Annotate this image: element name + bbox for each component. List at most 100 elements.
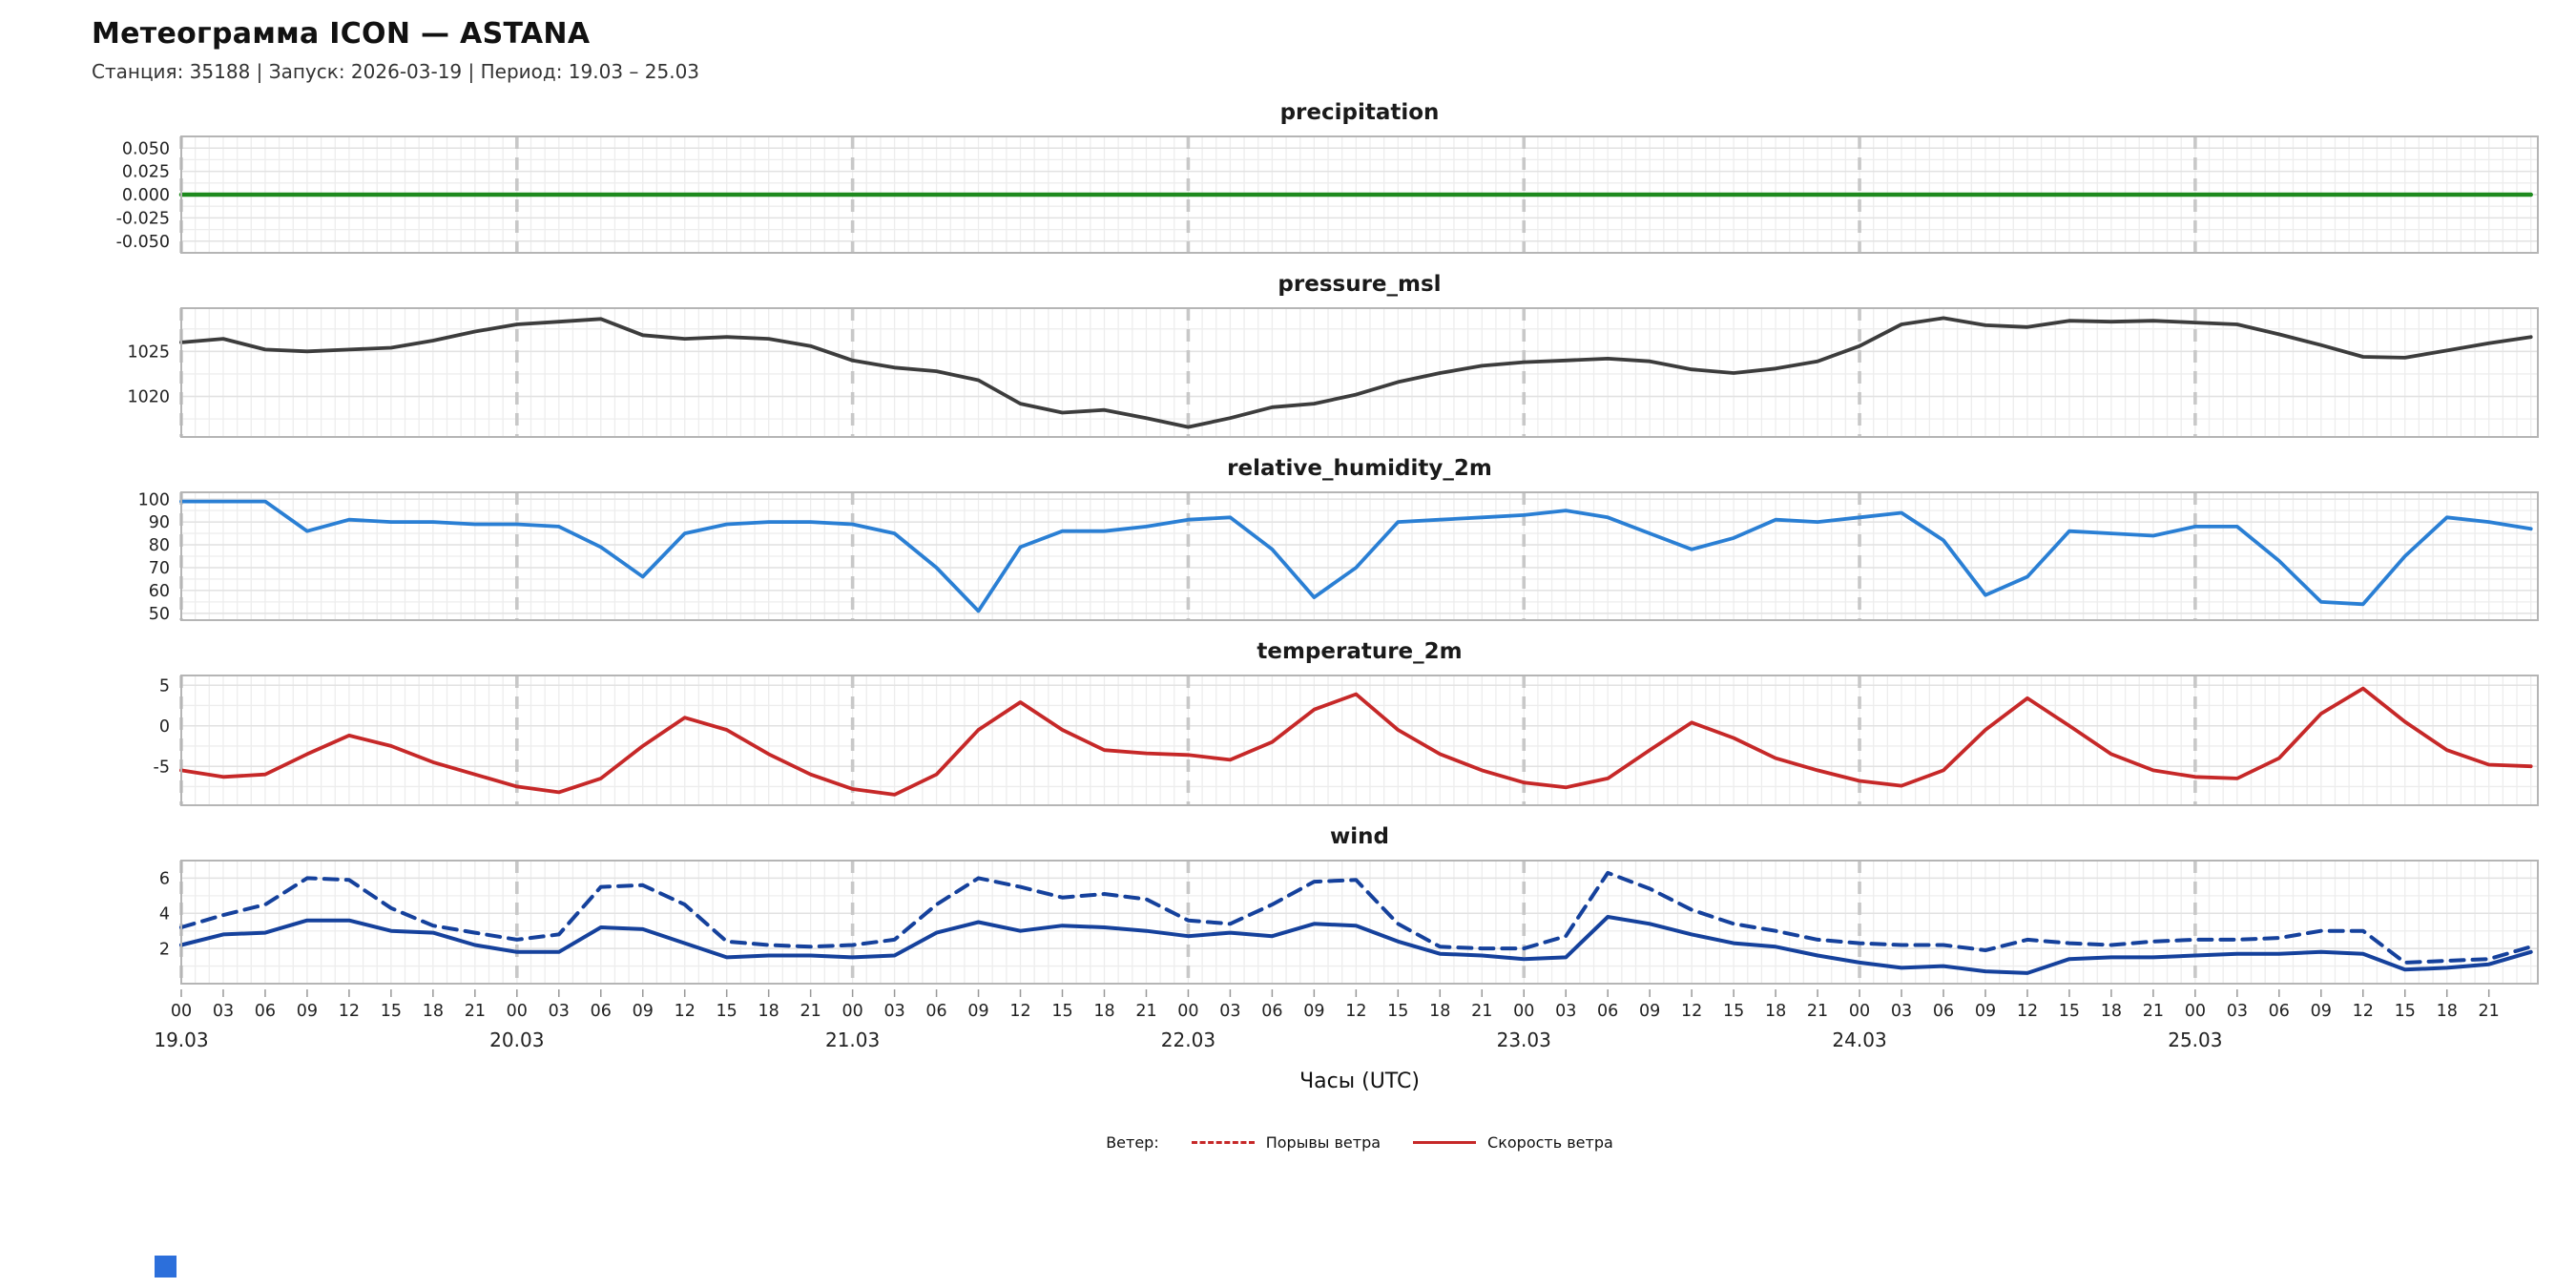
pressure-plot: 1025 1020: [127, 307, 2539, 438]
svg-text:80: 80: [149, 536, 170, 555]
svg-text:00: 00: [1177, 1002, 1198, 1021]
subplot-title-precipitation: precipitation: [1279, 100, 1440, 125]
subplot-title-temperature: temperature_2m: [1257, 639, 1463, 664]
svg-text:21: 21: [2479, 1002, 2500, 1021]
svg-text:18: 18: [1093, 1002, 1114, 1021]
svg-text:22.03: 22.03: [1161, 1028, 1215, 1051]
svg-text:00: 00: [841, 1002, 862, 1021]
svg-text:09: 09: [1975, 1002, 1996, 1021]
svg-text:12: 12: [1345, 1002, 1366, 1021]
svg-text:0: 0: [159, 717, 170, 737]
legend-item-speed: Скорость ветра: [1413, 1133, 1613, 1152]
svg-text:15: 15: [2395, 1002, 2416, 1021]
gusts-line-sample: [1191, 1141, 1255, 1144]
svg-text:12: 12: [675, 1002, 696, 1021]
precipitation-plot: 0.050 0.025 0.000 -0.025 -0.050: [116, 135, 2539, 254]
svg-text:00: 00: [171, 1002, 192, 1021]
subplot-title-humidity: relative_humidity_2m: [1227, 456, 1492, 481]
svg-text:03: 03: [549, 1002, 570, 1021]
wind-plot: 6 4 2: [159, 860, 2539, 985]
svg-text:15: 15: [1723, 1002, 1744, 1021]
svg-text:03: 03: [2227, 1002, 2248, 1021]
svg-text:60: 60: [149, 582, 170, 601]
svg-text:18: 18: [2437, 1002, 2458, 1021]
svg-text:03: 03: [1219, 1002, 1240, 1021]
svg-text:09: 09: [633, 1002, 654, 1021]
subplot-pressure: pressure_msl 1025 1020: [0, 272, 2576, 443]
svg-text:00: 00: [1849, 1002, 1870, 1021]
svg-text:21: 21: [1135, 1002, 1156, 1021]
svg-text:06: 06: [1261, 1002, 1282, 1021]
subplot-humidity: relative_humidity_2m 100 90 80 70 60 50: [0, 456, 2576, 626]
svg-text:09: 09: [1303, 1002, 1324, 1021]
meteogram-figure: precipitation 0.050 0.025 0.000 -0.025 -0.05…: [0, 100, 2576, 1152]
svg-text:50: 50: [149, 605, 170, 624]
svg-text:15: 15: [381, 1002, 402, 1021]
svg-text:23.03: 23.03: [1497, 1028, 1551, 1051]
svg-text:5: 5: [159, 676, 170, 696]
svg-text:20.03: 20.03: [489, 1028, 544, 1051]
svg-text:09: 09: [297, 1002, 318, 1021]
svg-text:06: 06: [1933, 1002, 1954, 1021]
svg-text:06: 06: [591, 1002, 612, 1021]
svg-text:18: 18: [2101, 1002, 2122, 1021]
page-subtitle: Станция: 35188 | Запуск: 2026-03-19 | Пе…: [92, 60, 700, 83]
svg-text:06: 06: [925, 1002, 946, 1021]
speed-line-sample: [1413, 1141, 1477, 1144]
blue-square-artifact: [155, 1256, 177, 1278]
x-axis: 00 03 06 09 12 15 18 21 00 03 06 09 12 15 18 21 00 03 06 09…: [154, 989, 2500, 1051]
svg-text:15: 15: [1051, 1002, 1072, 1021]
svg-text:21: 21: [1807, 1002, 1828, 1021]
svg-text:19.03: 19.03: [154, 1028, 208, 1051]
svg-text:21: 21: [1471, 1002, 1492, 1021]
svg-text:-5: -5: [154, 758, 170, 777]
subplot-title-pressure: pressure_msl: [1278, 272, 1442, 297]
svg-text:09: 09: [2311, 1002, 2332, 1021]
svg-text:09: 09: [967, 1002, 988, 1021]
svg-text:21: 21: [2143, 1002, 2164, 1021]
legend-label-speed: Скорость ветра: [1487, 1133, 1613, 1152]
svg-text:70: 70: [149, 559, 170, 578]
svg-text:18: 18: [758, 1002, 779, 1021]
svg-text:00: 00: [507, 1002, 528, 1021]
svg-text:18: 18: [1429, 1002, 1450, 1021]
legend-label-gusts: Порывы ветра: [1265, 1133, 1381, 1152]
wind-legend: Ветер: Порывы ветра Скорость ветра: [181, 1133, 2538, 1152]
svg-text:0.000: 0.000: [122, 186, 170, 205]
svg-text:12: 12: [2017, 1002, 2038, 1021]
humidity-plot: 100 90 80 70 60 50: [138, 490, 2539, 624]
svg-text:00: 00: [1513, 1002, 1534, 1021]
svg-text:21: 21: [465, 1002, 486, 1021]
x-axis-label: Часы (UTC): [1299, 1070, 1420, 1093]
svg-text:00: 00: [2185, 1002, 2206, 1021]
svg-text:0.025: 0.025: [122, 163, 170, 182]
svg-text:2: 2: [159, 940, 170, 959]
subplot-title-wind: wind: [1330, 824, 1389, 849]
svg-text:21: 21: [800, 1002, 821, 1021]
svg-text:18: 18: [423, 1002, 444, 1021]
svg-text:0.050: 0.050: [122, 139, 170, 158]
svg-text:25.03: 25.03: [2168, 1028, 2222, 1051]
legend-prefix: Ветер:: [1106, 1133, 1159, 1152]
svg-text:03: 03: [883, 1002, 904, 1021]
svg-text:06: 06: [1597, 1002, 1618, 1021]
svg-text:-0.025: -0.025: [116, 210, 170, 229]
page-title: Метеограмма ICON — ASTANA: [92, 17, 591, 51]
subplot-wind: wind 6 4 2: [0, 824, 2576, 989]
svg-text:4: 4: [159, 904, 170, 924]
svg-text:06: 06: [2269, 1002, 2290, 1021]
subplot-temperature: temperature_2m 5 0 -5: [0, 639, 2576, 811]
svg-text:100: 100: [138, 490, 170, 509]
svg-text:21.03: 21.03: [825, 1028, 880, 1051]
svg-text:1020: 1020: [127, 388, 170, 407]
figure-header: Метеограмма ICON — ASTANA Станция: 35188…: [0, 0, 2576, 87]
svg-text:1025: 1025: [127, 343, 170, 362]
svg-text:18: 18: [1765, 1002, 1786, 1021]
svg-text:90: 90: [149, 513, 170, 532]
svg-text:09: 09: [1639, 1002, 1660, 1021]
svg-text:-0.050: -0.050: [116, 233, 170, 252]
svg-text:24.03: 24.03: [1832, 1028, 1886, 1051]
svg-text:15: 15: [2059, 1002, 2080, 1021]
svg-text:12: 12: [2353, 1002, 2374, 1021]
svg-text:03: 03: [1891, 1002, 1912, 1021]
